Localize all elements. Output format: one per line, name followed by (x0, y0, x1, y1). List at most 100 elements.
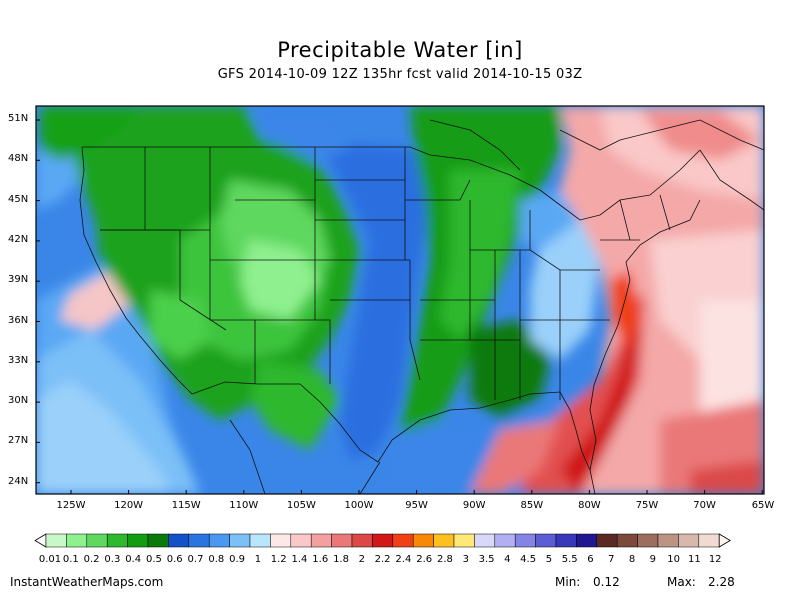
legend-swatch (678, 533, 700, 548)
lat-label: 24N (8, 475, 29, 487)
legend-label: 2.4 (395, 554, 412, 565)
legend-swatch (188, 533, 210, 548)
lat-label: 39N (8, 274, 29, 286)
legend-swatch (433, 533, 455, 548)
min-label: Min: (555, 575, 581, 589)
legend-swatch (555, 533, 577, 548)
legend-label: 11 (688, 554, 701, 565)
legend-label: 4.5 (520, 554, 537, 565)
lon-label: 90W (462, 500, 486, 511)
map-title: Precipitable Water [in] (277, 38, 523, 62)
legend-colorbar (34, 533, 731, 548)
legend-swatch (494, 533, 516, 548)
legend-label: 1 (254, 554, 262, 565)
legend-swatch (596, 533, 618, 548)
legend-label: 3 (462, 554, 469, 565)
max-value: 2.28 (708, 575, 735, 589)
map-frame (35, 105, 765, 495)
lon-label: 65W (751, 500, 775, 511)
legend-swatch (45, 533, 67, 548)
min-value: 0.12 (593, 575, 620, 589)
legend-swatch (372, 533, 394, 548)
legend-label: 0.3 (104, 554, 121, 565)
legend-label: 0.1 (62, 554, 79, 565)
lon-label: 95W (405, 500, 428, 511)
axis-ticks (36, 119, 763, 494)
legend-swatch (514, 533, 536, 548)
legend-swatch (412, 533, 434, 548)
legend-swatch (310, 533, 332, 548)
legend-swatch (392, 533, 414, 548)
legend-swatch (657, 533, 679, 548)
legend-swatch (290, 533, 312, 548)
site-credit: InstantWeatherMaps.com (10, 575, 164, 589)
lon-label: 120W (114, 500, 144, 511)
legend-swatch (331, 533, 353, 548)
legend-max-arrow (718, 533, 731, 548)
legend-label: 12 (708, 554, 722, 565)
legend-swatch (474, 533, 496, 548)
legend-label: 1.6 (312, 554, 329, 565)
lat-label: 45N (8, 193, 29, 205)
legend-swatch (270, 533, 292, 548)
legend-swatch (229, 533, 251, 548)
legend-swatch (86, 533, 108, 548)
legend-label: 5.5 (561, 554, 578, 565)
legend-label: 2.6 (416, 554, 433, 565)
lon-label: 110W (229, 500, 259, 511)
legend-label: 0.4 (125, 554, 142, 565)
legend-label: 2.8 (437, 554, 453, 565)
legend-min-arrow (34, 533, 47, 548)
legend-label: 0.6 (166, 554, 183, 565)
legend-swatch (147, 533, 169, 548)
lat-label: 30N (8, 395, 29, 407)
lon-label: 115W (171, 500, 201, 511)
legend-label: 0.5 (145, 554, 162, 565)
lon-label: 75W (635, 500, 659, 511)
legend-label: 0.9 (229, 554, 246, 565)
lon-label: 80W (578, 500, 601, 511)
legend-swatch (637, 533, 659, 548)
max-label: Max: (667, 575, 696, 589)
legend-label: 0.2 (83, 554, 100, 565)
lon-label: 85W (520, 500, 544, 511)
legend-swatch (106, 533, 128, 548)
lon-label: 125W (56, 500, 86, 511)
lon-label: 105W (286, 500, 316, 511)
lat-label: 27N (8, 435, 29, 447)
legend-swatch (698, 533, 720, 548)
legend-label: 8 (628, 554, 636, 565)
lat-label: 48N (8, 153, 29, 165)
legend-label: 4 (504, 554, 511, 565)
legend-swatch (453, 533, 475, 548)
lat-label: 42N (8, 233, 29, 245)
legend-label: 0.7 (187, 554, 204, 565)
legend-label: 10 (667, 554, 680, 565)
lon-label: 100W (344, 500, 374, 511)
legend-label: 6 (587, 554, 594, 565)
legend-swatch (66, 533, 88, 548)
map-subtitle: GFS 2014-10-09 12Z 135hr fcst valid 2014… (217, 67, 583, 82)
legend-label: 2 (358, 554, 365, 565)
legend-swatch (249, 533, 271, 548)
legend-label: 1.2 (270, 554, 287, 565)
lat-label: 51N (8, 113, 29, 124)
legend-label: 1.4 (291, 554, 308, 565)
legend-swatch (208, 533, 230, 548)
legend-label: 2.2 (374, 554, 391, 565)
legend-label: 1.8 (333, 554, 349, 565)
lon-label: 70W (693, 500, 716, 511)
legend-label: 5 (545, 554, 553, 565)
legend-label: 0.01 (38, 554, 62, 565)
legend-swatch (535, 533, 557, 548)
lat-label: 36N (8, 314, 29, 326)
legend-swatch (576, 533, 598, 548)
legend-swatch (351, 533, 373, 548)
legend-swatch (127, 533, 149, 548)
precip-field (36, 106, 764, 494)
legend-label: 9 (649, 554, 657, 565)
state-boundaries (79, 119, 764, 494)
legend-swatch (168, 533, 190, 548)
legend-label: 0.8 (208, 554, 225, 565)
